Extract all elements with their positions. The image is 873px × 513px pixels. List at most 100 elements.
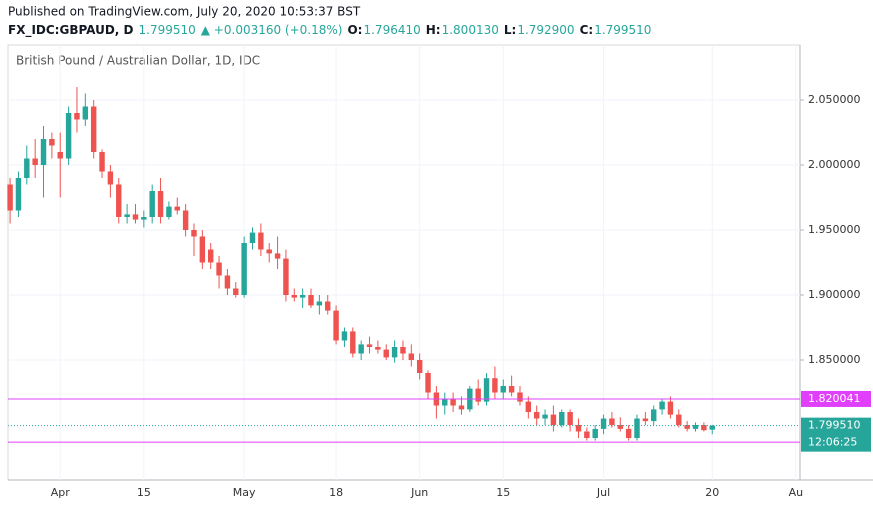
candle-body	[233, 288, 239, 296]
ohlc-value: 1.796410	[363, 23, 420, 37]
candle-body	[116, 184, 122, 217]
candle-body	[40, 138, 47, 165]
candle-body	[32, 158, 38, 165]
price-label-box	[801, 390, 871, 407]
symbol: FX_IDC:GBPAUD, D	[8, 23, 134, 38]
candle-body	[642, 418, 649, 422]
candle-body	[483, 378, 490, 402]
candle-body	[592, 428, 598, 439]
candle-body	[600, 418, 607, 429]
x-tick-label: Jun	[410, 486, 428, 499]
candle-body	[274, 253, 281, 259]
symbol-line: FX_IDC:GBPAUD, D 1.799510 ▲ +0.003160 (+0.…	[8, 23, 651, 38]
candle-body	[107, 171, 114, 185]
candle-body	[375, 347, 381, 350]
candle-body	[533, 412, 540, 419]
candle-body	[617, 425, 624, 429]
candle-body	[224, 275, 231, 289]
candle-body	[701, 425, 707, 431]
candle-body	[333, 310, 339, 341]
candle-body	[57, 151, 63, 159]
candle-body	[667, 401, 674, 415]
candle-body	[350, 331, 356, 354]
candle-body	[325, 301, 331, 311]
candle-body	[567, 412, 573, 426]
candle-body	[450, 399, 456, 406]
ohlc-label: C:	[580, 23, 594, 37]
price-label: 1.820041	[808, 392, 861, 405]
ohlc-value: 1.800130	[442, 23, 499, 37]
candle-body	[99, 151, 105, 172]
candle-body	[308, 295, 314, 306]
candle-body	[709, 425, 715, 430]
candle-body	[400, 347, 406, 354]
last-price-box	[801, 417, 871, 452]
last-price-label: 1.799510	[808, 419, 861, 432]
chart-title: British Pound / Australian Dollar, 1D, I…	[16, 54, 260, 68]
candle-body	[299, 295, 306, 298]
candle-body	[517, 392, 523, 402]
candle-body	[74, 112, 80, 120]
y-tick-label: 1.900000	[808, 288, 861, 301]
candle-body	[625, 428, 632, 439]
candle-body	[341, 331, 348, 341]
candle-body	[508, 386, 515, 393]
candle-body	[408, 353, 415, 361]
candle-body	[157, 190, 164, 217]
candle-body	[199, 236, 206, 263]
candle-body	[82, 106, 89, 120]
candle-body	[166, 206, 172, 217]
candle-body	[676, 414, 682, 426]
candle-body	[634, 418, 640, 439]
candle-body	[266, 249, 272, 254]
candle-body	[575, 425, 582, 432]
candle-body	[442, 399, 448, 406]
x-tick-label: Au	[789, 486, 804, 499]
candle-body	[391, 347, 398, 358]
change: ▲ +0.003160 (+0.18%)	[201, 23, 343, 37]
x-tick-label: 15	[496, 486, 510, 499]
candle-body	[15, 177, 22, 211]
candle-body	[191, 229, 197, 237]
candle-body	[684, 425, 690, 429]
x-tick-label: 15	[137, 486, 151, 499]
candle-body	[249, 232, 256, 243]
candle-body	[542, 414, 548, 419]
candle-body	[283, 258, 289, 296]
candle-body	[366, 344, 373, 348]
candle-body	[500, 386, 506, 393]
candle-body	[291, 295, 298, 298]
ohlc-value: 1.792900	[517, 23, 574, 37]
candle-body	[383, 349, 389, 358]
x-tick-label: Jul	[596, 486, 610, 499]
candle-body	[458, 405, 465, 410]
ohlc-label: H:	[426, 23, 441, 37]
ohlc-label: O:	[347, 23, 362, 37]
candle-body	[149, 190, 155, 217]
candle-body	[692, 425, 699, 429]
candle-body	[182, 210, 189, 230]
candle-body	[90, 106, 97, 152]
last-price: 1.799510	[139, 23, 196, 37]
y-tick-label: 2.000000	[808, 158, 861, 171]
candle-body	[316, 301, 323, 306]
candle-body	[416, 360, 423, 374]
x-tick-label: 18	[329, 486, 343, 499]
candle-body	[241, 242, 247, 296]
candle-body	[425, 373, 431, 393]
candle-body	[358, 344, 364, 354]
candle-body	[651, 409, 657, 422]
ohlc-label: L:	[504, 23, 516, 37]
candle-body	[174, 206, 180, 211]
ohlc-value: 1.799510	[594, 23, 651, 37]
x-tick-label: 20	[705, 486, 719, 499]
candle-body	[7, 184, 13, 211]
candle-body	[24, 158, 30, 178]
countdown: 12:06:25	[808, 436, 857, 449]
x-tick-label: Apr	[51, 486, 71, 499]
candle-body	[258, 232, 264, 250]
candle-body	[525, 401, 532, 413]
candle-body	[65, 112, 72, 159]
